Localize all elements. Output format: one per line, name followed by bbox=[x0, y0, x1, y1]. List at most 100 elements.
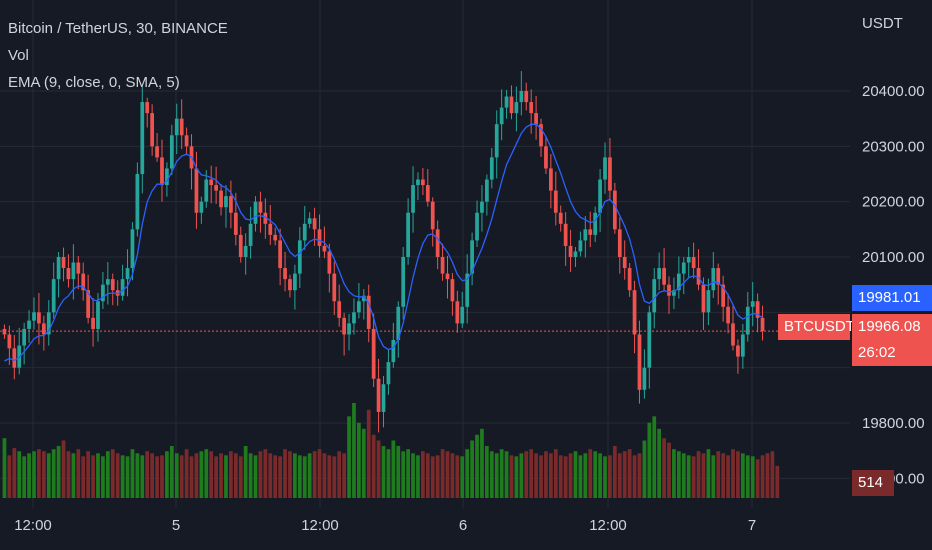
volume-bar bbox=[627, 449, 632, 498]
price-tick-label: 20300.00 bbox=[862, 138, 925, 155]
volume-bar bbox=[179, 455, 184, 498]
candle-body bbox=[342, 317, 346, 335]
candle-body bbox=[603, 157, 607, 180]
volume-bar bbox=[312, 451, 317, 498]
candle-body bbox=[726, 306, 730, 324]
volume-bar bbox=[145, 451, 150, 498]
volume-bar bbox=[706, 449, 711, 498]
candle-body bbox=[504, 96, 509, 108]
volume-bar bbox=[61, 440, 66, 498]
volume-bar bbox=[603, 456, 607, 498]
candle-body bbox=[721, 284, 726, 307]
ema-legend[interactable]: EMA (9, close, 0, SMA, 5) bbox=[8, 74, 180, 91]
symbol-tag: BTCUSDT bbox=[778, 314, 855, 340]
volume-bar bbox=[238, 456, 243, 498]
candle-body bbox=[509, 96, 514, 114]
volume-bar bbox=[612, 445, 617, 498]
candle-body bbox=[406, 212, 410, 257]
price-tick-label: 20200.00 bbox=[862, 194, 925, 211]
volume-bar bbox=[598, 453, 602, 498]
candle-body bbox=[105, 279, 110, 285]
candle-body bbox=[312, 218, 317, 230]
volume-bar bbox=[352, 403, 356, 498]
volume-bar bbox=[440, 449, 445, 498]
volume-bar bbox=[199, 451, 204, 498]
candle-body bbox=[455, 301, 460, 324]
candle-body bbox=[71, 262, 76, 280]
candle-body bbox=[435, 229, 440, 257]
volume-bar bbox=[553, 449, 558, 498]
candle-body bbox=[686, 257, 691, 263]
volume-bar bbox=[509, 455, 514, 498]
candle-body bbox=[465, 273, 470, 307]
time-tick-label: 12:00 bbox=[14, 517, 52, 534]
candle-body bbox=[233, 212, 238, 235]
candle-body bbox=[539, 124, 543, 147]
volume-legend[interactable]: Vol bbox=[8, 47, 29, 64]
candle-body bbox=[135, 174, 140, 230]
volume-bar bbox=[327, 455, 332, 498]
volume-bar bbox=[563, 456, 568, 498]
volume-bar bbox=[450, 453, 455, 498]
last-price-tag: 19966.08 bbox=[852, 314, 932, 340]
candle-body bbox=[494, 124, 499, 158]
candle-body bbox=[706, 290, 711, 313]
volume-bar bbox=[445, 451, 450, 498]
candle-body bbox=[608, 157, 612, 191]
volume-bar bbox=[721, 453, 726, 498]
volume-bar bbox=[357, 422, 361, 498]
volume-bar bbox=[322, 453, 327, 498]
volume-bar bbox=[229, 451, 233, 498]
volume-bar bbox=[494, 453, 499, 498]
volume-bar bbox=[425, 453, 430, 498]
candle-body bbox=[425, 185, 430, 202]
candle-body bbox=[627, 268, 632, 291]
volume-bar bbox=[307, 453, 312, 498]
candle-body bbox=[701, 284, 706, 313]
volume-bars bbox=[2, 403, 780, 498]
candle-body bbox=[598, 179, 602, 213]
volume-bar bbox=[140, 455, 145, 498]
volume-bar bbox=[711, 455, 716, 498]
candle-body bbox=[386, 362, 391, 385]
candle-body bbox=[268, 223, 273, 235]
candle-body bbox=[617, 229, 622, 257]
volume-bar bbox=[745, 455, 750, 498]
candle-body bbox=[430, 201, 435, 230]
candle-body bbox=[76, 262, 81, 274]
candlesticks bbox=[2, 71, 765, 433]
volume-bar bbox=[696, 451, 701, 498]
candle-body bbox=[553, 190, 558, 213]
volume-bar bbox=[248, 453, 253, 498]
candle-body bbox=[12, 348, 17, 368]
volume-bar bbox=[204, 449, 209, 498]
volume-bar bbox=[529, 449, 534, 498]
volume-bar bbox=[760, 455, 765, 498]
volume-bar bbox=[342, 453, 346, 498]
candle-body bbox=[229, 196, 233, 213]
candle-body bbox=[652, 279, 657, 313]
volume-bar bbox=[750, 456, 755, 498]
volume-bar bbox=[475, 434, 479, 498]
candle-body bbox=[672, 290, 676, 296]
volume-bar bbox=[573, 451, 578, 498]
volume-bar bbox=[608, 455, 612, 498]
candle-body bbox=[56, 257, 61, 280]
candle-body bbox=[352, 312, 356, 324]
volume-bar bbox=[135, 453, 140, 498]
volume-bar bbox=[716, 451, 721, 498]
candle-body bbox=[293, 273, 297, 291]
candle-body bbox=[66, 268, 71, 280]
candle-body bbox=[558, 212, 563, 224]
volume-bar bbox=[578, 455, 583, 498]
candle-body bbox=[578, 240, 583, 252]
candle-body bbox=[637, 334, 642, 390]
symbol-title[interactable]: Bitcoin / TetherUS, 30, BINANCE bbox=[8, 20, 228, 37]
candle-body bbox=[401, 257, 406, 307]
time-axis[interactable]: 12:00 5 12:00 6 12:00 7 bbox=[14, 517, 756, 534]
candle-body bbox=[81, 273, 86, 291]
volume-bar bbox=[32, 451, 36, 498]
candle-body bbox=[716, 268, 721, 285]
price-axis[interactable]: USDT 20400.00 20300.00 20200.00 20100.00 198… bbox=[862, 15, 925, 487]
